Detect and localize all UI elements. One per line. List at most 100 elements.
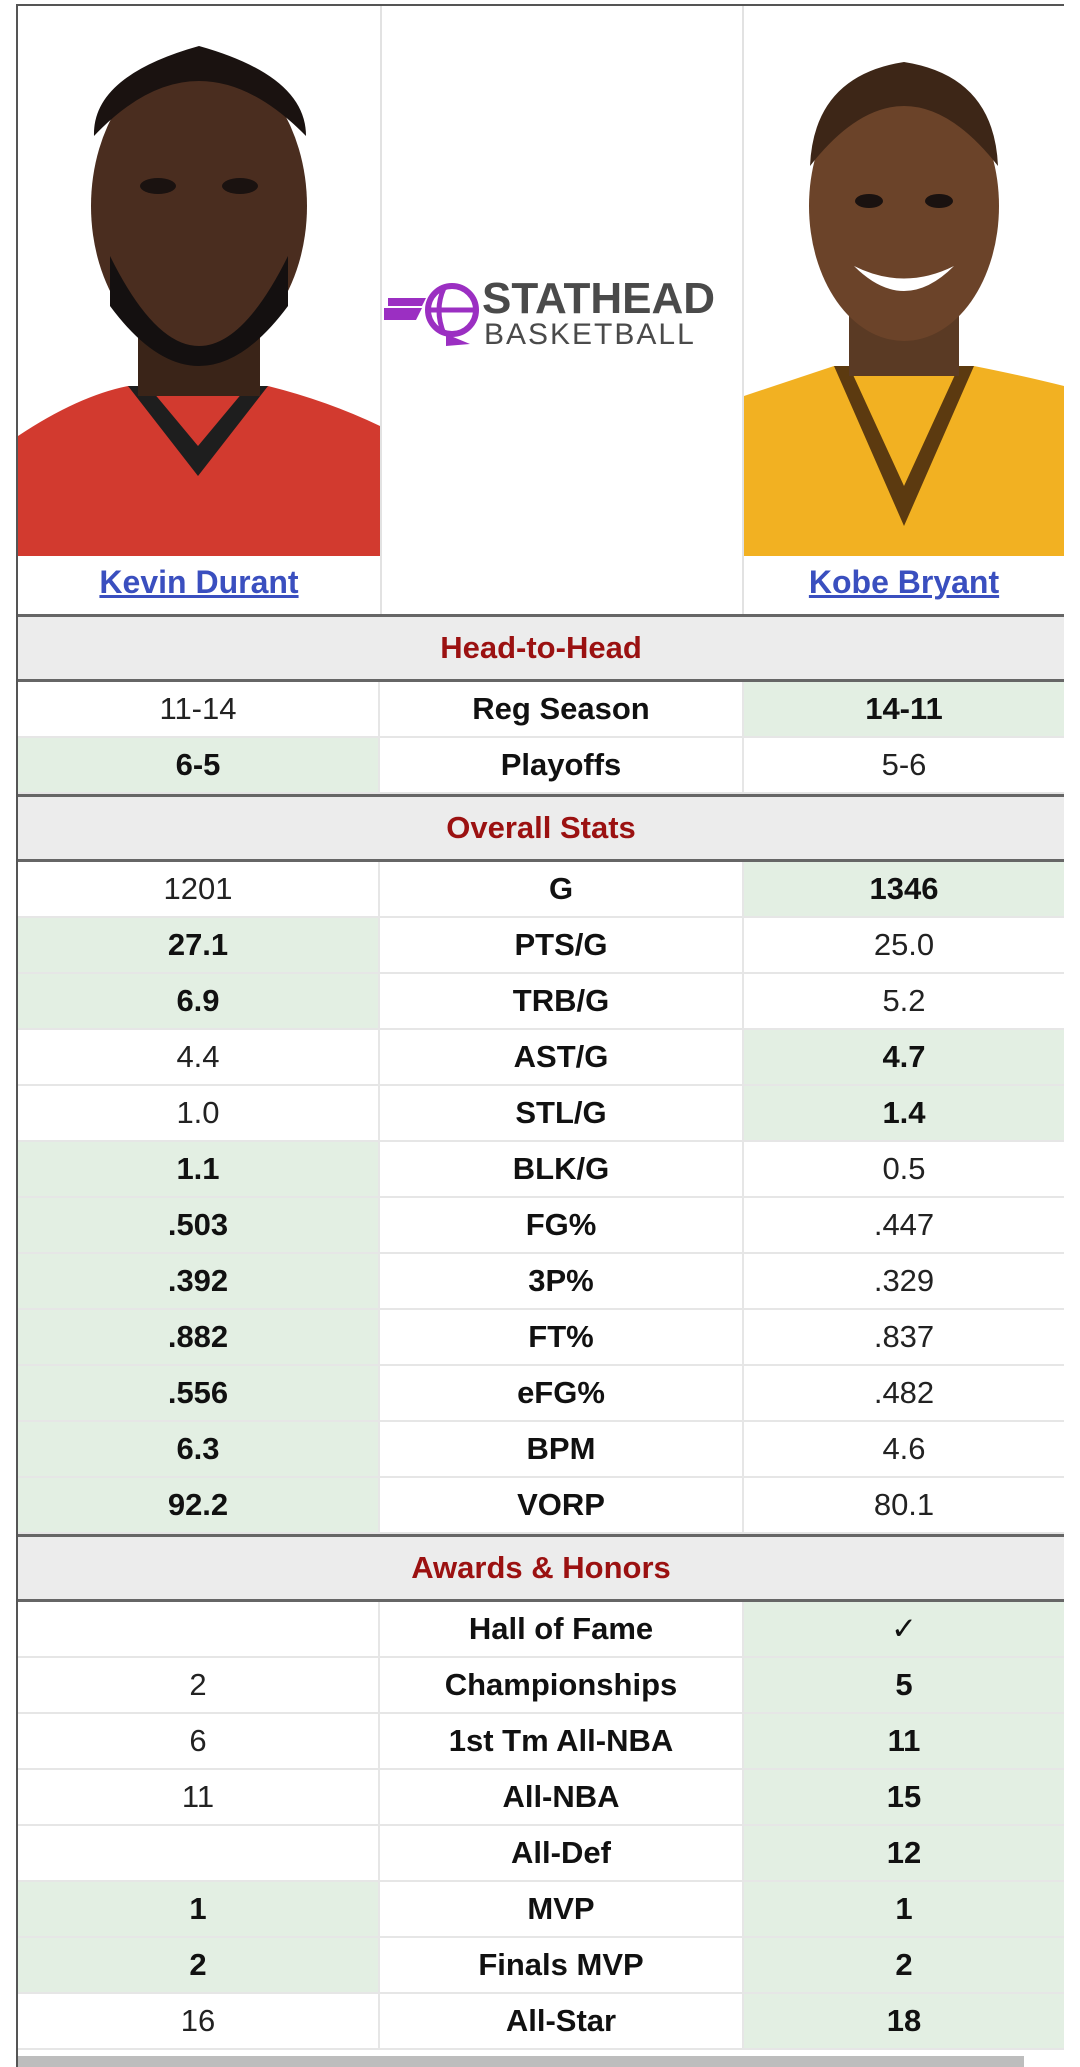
stat-row: 6.9 TRB/G 5.2 <box>18 974 1064 1030</box>
left-value: 1 <box>18 1882 380 1936</box>
stat-label: TRB/G <box>380 974 744 1028</box>
stat-label: PTS/G <box>380 918 744 972</box>
stat-label: All-Def <box>380 1826 744 1880</box>
left-value: .556 <box>18 1366 380 1420</box>
right-value: 15 <box>744 1770 1064 1824</box>
stat-row: .503 FG% .447 <box>18 1198 1064 1254</box>
right-value: ✓ <box>744 1602 1064 1656</box>
right-value: 18 <box>744 1994 1064 2048</box>
right-value: 5.2 <box>882 983 926 1018</box>
right-value: .447 <box>873 1207 935 1242</box>
stat-row: .556 eFG% .482 <box>18 1366 1064 1422</box>
left-value: .882 <box>18 1310 380 1364</box>
right-value: 14-11 <box>744 682 1064 736</box>
right-value: .329 <box>873 1263 935 1298</box>
logo-line2: BASKETBALL <box>484 318 696 351</box>
right-value: 80.1 <box>873 1487 935 1522</box>
player-left-link[interactable]: Kevin Durant <box>99 564 299 600</box>
stat-label: VORP <box>380 1478 744 1532</box>
left-value: 92.2 <box>18 1478 380 1532</box>
left-value: 16 <box>18 1994 380 2048</box>
right-value: 0.5 <box>882 1151 926 1186</box>
left-value: .392 <box>18 1254 380 1308</box>
right-value: 1346 <box>744 862 1064 916</box>
stat-row: 1201 G 1346 <box>18 862 1064 918</box>
left-value: 4.4 <box>18 1030 380 1084</box>
stat-row: 11-14 Reg Season 14-11 <box>18 682 1064 738</box>
left-value: 11-14 <box>18 682 380 736</box>
stat-row: 6.3 BPM 4.6 <box>18 1422 1064 1478</box>
player-right-header: Kobe Bryant <box>744 6 1064 614</box>
left-value: 11 <box>18 1770 380 1824</box>
stat-row: 6 1st Tm All-NBA 11 <box>18 1714 1064 1770</box>
stat-label: FT% <box>380 1310 744 1364</box>
right-value: 4.7 <box>744 1030 1064 1084</box>
stat-row: Hall of Fame ✓ <box>18 1602 1064 1658</box>
stat-row: All-Def 12 <box>18 1826 1064 1882</box>
stat-label: STL/G <box>380 1086 744 1140</box>
right-value: 11 <box>744 1714 1064 1768</box>
left-value <box>18 1826 380 1880</box>
stat-row: 16 All-Star 18 <box>18 1994 1064 2050</box>
left-value: 6.9 <box>18 974 380 1028</box>
stat-row: .392 3P% .329 <box>18 1254 1064 1310</box>
stat-row: 27.1 PTS/G 25.0 <box>18 918 1064 974</box>
left-value: 1.1 <box>18 1142 380 1196</box>
stat-label: Playoffs <box>380 738 744 792</box>
right-value: 2 <box>744 1938 1064 1992</box>
stat-row: 1.1 BLK/G 0.5 <box>18 1142 1064 1198</box>
right-value: 1 <box>744 1882 1064 1936</box>
left-value <box>18 1602 380 1656</box>
stat-row: 6-5 Playoffs 5-6 <box>18 738 1064 794</box>
stat-row: 2 Championships 5 <box>18 1658 1064 1714</box>
stat-label: G <box>380 862 744 916</box>
right-value: 5 <box>744 1658 1064 1712</box>
stat-label: 1st Tm All-NBA <box>380 1714 744 1768</box>
left-value: 6.3 <box>18 1422 380 1476</box>
stat-label: eFG% <box>380 1366 744 1420</box>
left-value: 2 <box>18 1658 380 1712</box>
section-head-to-head: Head-to-Head <box>18 614 1064 682</box>
left-value: 1201 <box>18 862 380 916</box>
stat-label: 3P% <box>380 1254 744 1308</box>
stat-label: Reg Season <box>380 682 744 736</box>
stat-row: 4.4 AST/G 4.7 <box>18 1030 1064 1086</box>
stat-label: Finals MVP <box>380 1938 744 1992</box>
logo-line1: STATHEAD <box>482 274 716 323</box>
section-awards-honors: Awards & Honors <box>18 1534 1064 1602</box>
stat-row: 2 Finals MVP 2 <box>18 1938 1064 1994</box>
stat-row: 1 MVP 1 <box>18 1882 1064 1938</box>
right-value: .482 <box>873 1375 935 1410</box>
right-value: 4.6 <box>882 1431 926 1466</box>
comparison-table-frame <box>16 4 1064 2067</box>
stathead-logo: STATHEAD BASKETBALL <box>382 274 742 354</box>
right-value: 1.4 <box>744 1086 1064 1140</box>
left-value: 1.0 <box>18 1086 380 1140</box>
stat-row: 1.0 STL/G 1.4 <box>18 1086 1064 1142</box>
horizontal-scrollbar[interactable] <box>18 2056 1024 2067</box>
stat-label: All-NBA <box>380 1770 744 1824</box>
stat-row: 92.2 VORP 80.1 <box>18 1478 1064 1534</box>
right-value: 12 <box>744 1826 1064 1880</box>
stat-row: 11 All-NBA 15 <box>18 1770 1064 1826</box>
player-right-photo <box>744 6 1064 556</box>
stat-label: BPM <box>380 1422 744 1476</box>
left-value: 27.1 <box>18 918 380 972</box>
stat-label: MVP <box>380 1882 744 1936</box>
left-value: 2 <box>18 1938 380 1992</box>
section-overall-stats: Overall Stats <box>18 794 1064 862</box>
left-value: 6-5 <box>18 738 380 792</box>
stat-label: Hall of Fame <box>380 1602 744 1656</box>
player-left-photo <box>18 6 380 556</box>
stat-row: .882 FT% .837 <box>18 1310 1064 1366</box>
stat-label: All-Star <box>380 1994 744 2048</box>
stat-label: FG% <box>380 1198 744 1252</box>
left-value: .503 <box>18 1198 380 1252</box>
player-left-header: Kevin Durant <box>18 6 382 614</box>
stat-label: Championships <box>380 1658 744 1712</box>
stat-label: BLK/G <box>380 1142 744 1196</box>
logo-header: STATHEAD BASKETBALL <box>382 6 744 614</box>
left-value: 6 <box>18 1714 380 1768</box>
player-right-link[interactable]: Kobe Bryant <box>808 564 1000 600</box>
stat-label: AST/G <box>380 1030 744 1084</box>
